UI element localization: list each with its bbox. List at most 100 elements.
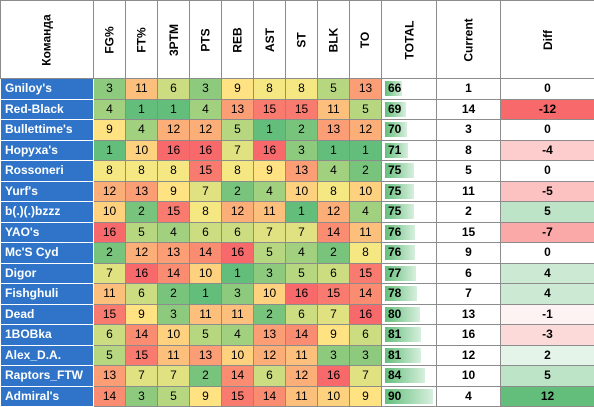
stat-cell-pts[interactable]: 15 <box>190 161 222 182</box>
team-name-cell[interactable]: 1BOBka <box>1 325 94 346</box>
stat-cell-3ptm[interactable]: 13 <box>158 243 190 264</box>
stat-cell-fg-pct[interactable]: 2 <box>94 243 126 264</box>
stat-cell-pts[interactable]: 12 <box>190 120 222 141</box>
stat-cell-3ptm[interactable]: 2 <box>158 284 190 305</box>
stat-cell-to[interactable]: 11 <box>350 222 382 243</box>
stat-cell-pts[interactable]: 16 <box>190 140 222 161</box>
stat-cell-reb[interactable]: 9 <box>222 79 254 100</box>
team-name-cell[interactable]: Yurf's <box>1 181 94 202</box>
stat-cell-ast[interactable]: 13 <box>254 325 286 346</box>
stat-cell-ft-pct[interactable]: 10 <box>126 140 158 161</box>
stat-cell-blk[interactable]: 4 <box>318 161 350 182</box>
stat-cell-ast[interactable]: 15 <box>254 99 286 120</box>
stat-cell-ast[interactable]: 4 <box>254 181 286 202</box>
stat-cell-ft-pct[interactable]: 14 <box>126 325 158 346</box>
stat-cell-fg-pct[interactable]: 13 <box>94 366 126 387</box>
stat-cell-st[interactable]: 3 <box>286 140 318 161</box>
stat-cell-pts[interactable]: 2 <box>190 366 222 387</box>
stat-cell-to[interactable]: 9 <box>350 386 382 407</box>
stat-cell-3ptm[interactable]: 12 <box>158 120 190 141</box>
header-to[interactable]: TO <box>350 1 382 79</box>
stat-cell-reb[interactable]: 15 <box>222 386 254 407</box>
diff-cell[interactable]: 0 <box>501 161 594 182</box>
team-name-cell[interactable]: b(.)(.)bzzz <box>1 202 94 223</box>
header-fg-pct[interactable]: FG% <box>94 1 126 79</box>
header-3ptm[interactable]: 3PTM <box>158 1 190 79</box>
stat-cell-to[interactable]: 10 <box>350 181 382 202</box>
stat-cell-blk[interactable]: 1 <box>318 140 350 161</box>
stat-cell-reb[interactable]: 12 <box>222 202 254 223</box>
stat-cell-pts[interactable]: 14 <box>190 243 222 264</box>
diff-cell[interactable]: 4 <box>501 284 594 305</box>
stat-cell-reb[interactable]: 16 <box>222 243 254 264</box>
header-ast[interactable]: AST <box>254 1 286 79</box>
stat-cell-blk[interactable]: 11 <box>318 99 350 120</box>
stat-cell-pts[interactable]: 3 <box>190 79 222 100</box>
stat-cell-blk[interactable]: 3 <box>318 345 350 366</box>
stat-cell-reb[interactable]: 8 <box>222 161 254 182</box>
stat-cell-reb[interactable]: 10 <box>222 345 254 366</box>
team-name-cell[interactable]: YAO's <box>1 222 94 243</box>
team-name-cell[interactable]: Raptors_FTW <box>1 366 94 387</box>
stat-cell-fg-pct[interactable]: 14 <box>94 386 126 407</box>
team-name-cell[interactable]: Alex_D.A. <box>1 345 94 366</box>
current-rank-cell[interactable]: 8 <box>437 140 501 161</box>
stat-cell-fg-pct[interactable]: 1 <box>94 140 126 161</box>
stat-cell-ft-pct[interactable]: 1 <box>126 99 158 120</box>
stat-cell-fg-pct[interactable]: 6 <box>94 325 126 346</box>
current-rank-cell[interactable]: 5 <box>437 161 501 182</box>
stat-cell-ft-pct[interactable]: 9 <box>126 304 158 325</box>
stat-cell-pts[interactable]: 7 <box>190 181 222 202</box>
stat-cell-fg-pct[interactable]: 8 <box>94 161 126 182</box>
stat-cell-blk[interactable]: 2 <box>318 243 350 264</box>
total-cell[interactable]: 66 <box>382 79 437 100</box>
diff-cell[interactable]: 4 <box>501 263 594 284</box>
diff-cell[interactable]: -5 <box>501 181 594 202</box>
stat-cell-blk[interactable]: 7 <box>318 304 350 325</box>
stat-cell-to[interactable]: 16 <box>350 304 382 325</box>
stat-cell-to[interactable]: 5 <box>350 99 382 120</box>
stat-cell-ast[interactable]: 16 <box>254 140 286 161</box>
diff-cell[interactable]: -3 <box>501 325 594 346</box>
stat-cell-ft-pct[interactable]: 3 <box>126 386 158 407</box>
diff-cell[interactable]: 5 <box>501 366 594 387</box>
stat-cell-ast[interactable]: 2 <box>254 304 286 325</box>
stat-cell-to[interactable]: 8 <box>350 243 382 264</box>
stat-cell-st[interactable]: 4 <box>286 243 318 264</box>
current-rank-cell[interactable]: 10 <box>437 366 501 387</box>
stat-cell-reb[interactable]: 13 <box>222 99 254 120</box>
total-cell[interactable]: 90 <box>382 386 437 407</box>
stat-cell-blk[interactable]: 12 <box>318 202 350 223</box>
diff-cell[interactable]: -1 <box>501 304 594 325</box>
stat-cell-fg-pct[interactable]: 15 <box>94 304 126 325</box>
stat-cell-ast[interactable]: 1 <box>254 120 286 141</box>
diff-cell[interactable]: 0 <box>501 120 594 141</box>
diff-cell[interactable]: -7 <box>501 222 594 243</box>
stat-cell-reb[interactable]: 5 <box>222 120 254 141</box>
diff-cell[interactable]: 0 <box>501 243 594 264</box>
stat-cell-st[interactable]: 16 <box>286 284 318 305</box>
current-rank-cell[interactable]: 3 <box>437 120 501 141</box>
stat-cell-fg-pct[interactable]: 10 <box>94 202 126 223</box>
stat-cell-3ptm[interactable]: 16 <box>158 140 190 161</box>
stat-cell-st[interactable]: 10 <box>286 181 318 202</box>
stat-cell-st[interactable]: 12 <box>286 366 318 387</box>
team-name-cell[interactable]: Digor <box>1 263 94 284</box>
stat-cell-ft-pct[interactable]: 16 <box>126 263 158 284</box>
stat-cell-fg-pct[interactable]: 11 <box>94 284 126 305</box>
stat-cell-ast[interactable]: 10 <box>254 284 286 305</box>
header-total[interactable]: TOTAL <box>382 1 437 79</box>
header-st[interactable]: ST <box>286 1 318 79</box>
stat-cell-blk[interactable]: 10 <box>318 386 350 407</box>
stat-cell-ft-pct[interactable]: 15 <box>126 345 158 366</box>
stat-cell-blk[interactable]: 13 <box>318 120 350 141</box>
total-cell[interactable]: 75 <box>382 202 437 223</box>
stat-cell-3ptm[interactable]: 1 <box>158 99 190 120</box>
diff-cell[interactable]: 12 <box>501 386 594 407</box>
stat-cell-reb[interactable]: 14 <box>222 366 254 387</box>
total-cell[interactable]: 76 <box>382 243 437 264</box>
stat-cell-pts[interactable]: 10 <box>190 263 222 284</box>
stat-cell-3ptm[interactable]: 8 <box>158 161 190 182</box>
stat-cell-st[interactable]: 6 <box>286 304 318 325</box>
stat-cell-ft-pct[interactable]: 6 <box>126 284 158 305</box>
